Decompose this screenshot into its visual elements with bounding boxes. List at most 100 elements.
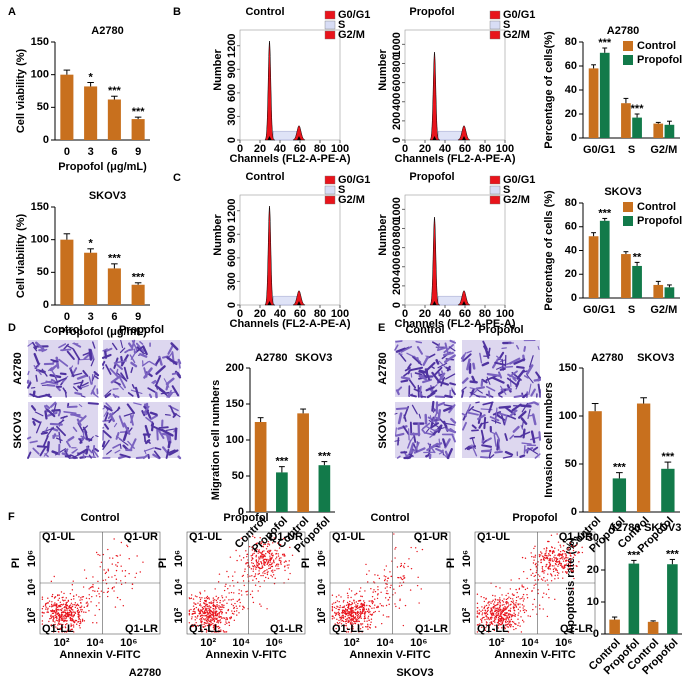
event-dot <box>52 619 54 621</box>
x-tick-label: 0 <box>402 143 408 155</box>
event-dot <box>47 602 49 604</box>
cell-stain <box>85 445 93 454</box>
cell-stain <box>494 450 503 454</box>
event-dot <box>497 615 499 617</box>
event-dot <box>359 628 362 630</box>
event-dot <box>63 606 65 609</box>
cell-stain <box>403 414 407 422</box>
cell-stain <box>51 450 60 455</box>
event-dot <box>113 586 115 588</box>
event-dot <box>83 606 85 609</box>
event-dot <box>497 618 500 621</box>
event-dot <box>496 625 498 627</box>
event-dot <box>54 614 56 617</box>
event-dot <box>255 560 258 562</box>
event-dot <box>354 605 356 608</box>
event-dot <box>188 609 191 612</box>
event-dot <box>228 592 230 594</box>
event-dot <box>549 559 552 562</box>
legend-label: S <box>503 184 510 196</box>
event-dot <box>365 608 368 611</box>
cell-stain <box>91 374 94 385</box>
event-dot <box>227 588 229 590</box>
event-dot <box>487 617 490 619</box>
cell-stain <box>124 349 129 354</box>
event-dot <box>355 613 357 616</box>
cell-stain <box>397 412 403 425</box>
event-dot <box>70 604 72 606</box>
event-dot <box>558 553 560 555</box>
cell-stain <box>46 408 56 418</box>
event-dot <box>51 593 54 596</box>
event-dot <box>368 570 370 572</box>
event-dot <box>402 575 404 577</box>
event-dot <box>289 546 291 549</box>
event-dot <box>548 596 550 599</box>
event-dot <box>350 613 352 616</box>
event-dot <box>398 577 400 579</box>
event-dot <box>346 609 349 612</box>
event-dot <box>260 555 262 557</box>
event-dot <box>216 631 218 633</box>
event-dot <box>546 547 548 550</box>
event-dot <box>265 576 267 579</box>
event-dot <box>546 615 549 618</box>
cell-stain <box>80 395 86 398</box>
cell-stain <box>489 416 500 422</box>
event-dot <box>100 590 103 592</box>
event-dot <box>353 611 355 613</box>
event-dot <box>351 629 353 632</box>
event-dot <box>60 591 63 593</box>
event-dot <box>376 594 379 596</box>
y-tick-label: 1200 <box>226 33 238 57</box>
cell-stain <box>504 450 514 456</box>
event-dot <box>215 599 218 602</box>
event-dot <box>257 590 259 592</box>
event-dot <box>134 576 136 579</box>
event-dot <box>369 613 371 616</box>
legend-swatch <box>623 55 633 65</box>
event-dot <box>522 607 524 609</box>
event-dot <box>81 609 83 611</box>
event-dot <box>410 546 412 549</box>
cell-stain <box>423 431 435 436</box>
event-dot <box>104 579 107 581</box>
x-tick-label: 20 <box>254 143 266 155</box>
cell-stain <box>161 428 174 437</box>
event-dot <box>59 623 61 626</box>
event-dot <box>113 538 115 540</box>
event-dot <box>79 615 81 617</box>
event-dot <box>495 616 497 619</box>
event-dot <box>333 602 335 604</box>
legend-swatch <box>489 30 501 40</box>
event-dot <box>260 562 263 565</box>
event-dot <box>58 594 60 596</box>
event-dot <box>344 615 346 618</box>
histogram-title: Control <box>245 171 284 183</box>
event-dot <box>243 607 245 609</box>
event-dot <box>498 620 500 622</box>
event-dot <box>556 558 559 561</box>
bar <box>664 287 675 298</box>
event-dot <box>499 617 502 620</box>
event-dot <box>213 601 215 603</box>
event-dot <box>70 623 72 625</box>
group-label: SKOV3 <box>295 352 332 364</box>
event-dot <box>258 562 260 565</box>
event-dot <box>199 612 202 615</box>
event-dot <box>573 577 575 580</box>
cell-stain <box>147 387 156 393</box>
event-dot <box>252 570 254 572</box>
event-dot <box>72 580 74 582</box>
event-dot <box>332 625 335 627</box>
event-dot <box>262 554 264 556</box>
cell-stain <box>58 358 69 367</box>
event-dot <box>389 586 391 589</box>
event-dot <box>79 619 82 621</box>
event-dot <box>205 629 208 631</box>
event-dot <box>499 587 501 589</box>
event-dot <box>230 603 233 606</box>
event-dot <box>212 597 215 599</box>
legend-swatch <box>324 30 336 40</box>
x-tick-label: 10⁴ <box>521 637 539 649</box>
